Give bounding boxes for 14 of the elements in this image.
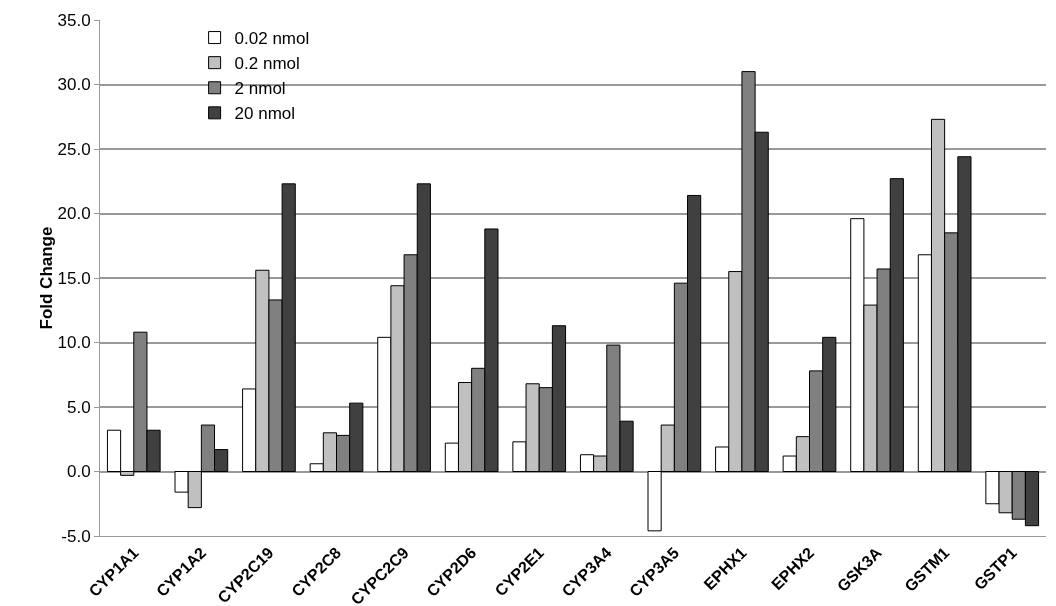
legend-label: 20 nmol	[234, 104, 296, 124]
y-tick-label: -5.0	[61, 526, 91, 546]
y-tick-label: 15.0	[57, 268, 91, 288]
legend-label: 0.2 nmol	[234, 54, 300, 74]
y-tick-label: 30.0	[57, 75, 91, 95]
y-axis-title: Fold Change	[36, 226, 56, 330]
legend-label: 2 nmol	[234, 79, 286, 99]
y-tick-label: 20.0	[57, 204, 91, 224]
legend-label: 0.02 nmol	[234, 29, 310, 49]
y-tick-label: 10.0	[57, 333, 91, 353]
y-tick-label: 0.0	[66, 462, 91, 482]
y-tick-label: 35.0	[57, 10, 91, 30]
y-tick-label: 25.0	[57, 139, 91, 159]
y-tick-label: 5.0	[66, 397, 91, 417]
